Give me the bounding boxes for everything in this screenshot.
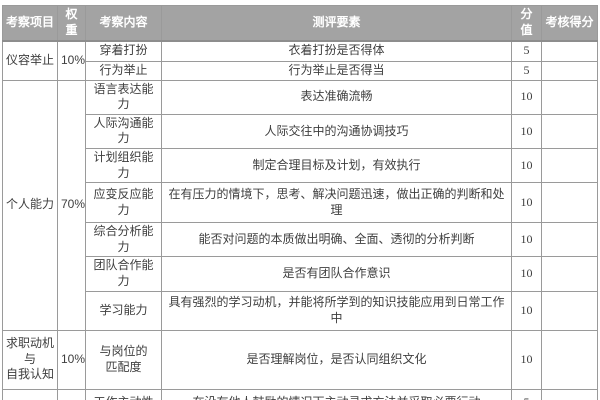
content-cell: 语言表达能力 [85,79,162,115]
table-row: 应变反应能力 在有压力的情境下，思考、解决问题迅速，做出正确的判断和处理 10 [3,182,598,224]
element-cell: 制定合理目标及计划，有效执行 [161,147,512,184]
content-cell: 应变反应能力 [85,182,162,224]
col-header-result: 考核得分 [541,5,598,42]
col-header-weight: 权重 [57,5,86,42]
evaluation-table: 考察项目 权重 考察内容 测评要素 分值 考核得分 仪容举止 10% 穿着打扮 衣着打… [2,5,598,400]
result-cell [541,147,598,184]
score-cell: 5 [511,61,542,81]
content-cell: 团队合作能力 [85,256,162,292]
score-cell: 5 [511,40,542,62]
table-row: 个人能力 70% 语言表达能力 表达准确流畅 10 [2,79,598,331]
content-cell: 人际沟通能力 [85,113,162,149]
content-cell: 工作主动性 [85,388,162,400]
result-cell [541,79,598,115]
result-cell [541,182,598,224]
score-cell: 10 [511,290,542,331]
table-row: 综合分析能力 能否对问题的本质做出明确、全面、透彻的分析判断 10 [3,222,598,258]
score-cell: 10 [511,147,542,184]
table-row: 工作态度10%工作主动性在没有他人鼓励的情况下主动寻求方法并采取必要行动5 [2,388,598,400]
element-cell: 是否理解岗位，是否认同组织文化 [161,329,512,390]
result-cell [541,329,598,390]
project-cell: 求职动机 与 自我认知 [2,329,58,390]
header-row: 考察项目 权重 考察内容 测评要素 分值 考核得分 [2,5,598,42]
weight-cell: 10% [57,388,86,400]
content-cell: 学习能力 [85,290,162,331]
table-row: 学习能力 具有强烈的学习动机，并能将所学到的知识技能应用到日常工作中 10 [3,290,598,331]
content-cell: 与岗位的 匹配度 [85,329,162,390]
content-cell: 行为举止 [85,61,162,81]
project-cell: 工作态度 [2,388,58,400]
col-header-score: 分值 [511,5,542,42]
element-cell: 行为举止是否得当 [161,61,512,81]
result-cell [541,113,598,149]
result-cell [541,256,598,292]
table-row: 计划组织能力 制定合理目标及计划，有效执行 10 [3,147,598,184]
score-cell: 10 [511,222,542,258]
element-cell: 能否对问题的本质做出明确、全面、透彻的分析判断 [161,222,512,258]
score-cell: 10 [511,113,542,149]
table-row: 仪容举止 10% 穿着打扮 衣着打扮是否得体 5 [2,40,598,81]
element-cell: 是否有团队合作意识 [161,256,512,292]
result-cell [541,40,598,62]
score-cell: 10 [511,329,542,390]
col-header-project: 考察项目 [2,5,58,42]
project-cell: 仪容举止 [2,40,58,81]
element-cell: 衣着打扮是否得体 [161,40,512,62]
table-row: 团队合作能力 是否有团队合作意识 10 [3,256,598,292]
col-header-element: 测评要素 [161,5,512,42]
result-cell [541,290,598,331]
result-cell [541,222,598,258]
score-cell: 10 [511,79,542,115]
table-row: 求职动机 与 自我认知 10% 与岗位的 匹配度 是否理解岗位，是否认同组织文化 10 [2,329,598,390]
result-cell [541,388,598,400]
content-cell: 综合分析能力 [85,222,162,258]
weight-cell: 10% [57,329,86,390]
col-header-content: 考察内容 [85,5,162,42]
element-cell: 具有强烈的学习动机，并能将所学到的知识技能应用到日常工作中 [161,290,512,331]
content-cell: 计划组织能力 [85,147,162,184]
content-cell: 穿着打扮 [85,40,162,62]
table-body: 仪容举止 10% 穿着打扮 衣着打扮是否得体 5 行为举止 行为举止是否得当 5 个人能力 70%… [2,40,598,400]
element-cell: 在没有他人鼓励的情况下主动寻求方法并采取必要行动 [161,388,512,400]
element-cell: 人际交往中的沟通协调技巧 [161,113,512,149]
score-cell: 10 [511,182,542,224]
score-cell: 10 [511,256,542,292]
table-row: 人际沟通能力 人际交往中的沟通协调技巧 10 [3,113,598,149]
weight-cell: 10% [57,40,86,81]
project-cell: 个人能力 [2,79,58,331]
element-cell: 在有压力的情境下，思考、解决问题迅速，做出正确的判断和处理 [161,182,512,224]
table-row: 行为举止 行为举止是否得当 5 [3,61,598,81]
result-cell [541,61,598,81]
score-cell: 5 [511,388,542,400]
element-cell: 表达准确流畅 [161,79,512,115]
weight-cell: 70% [57,79,86,331]
